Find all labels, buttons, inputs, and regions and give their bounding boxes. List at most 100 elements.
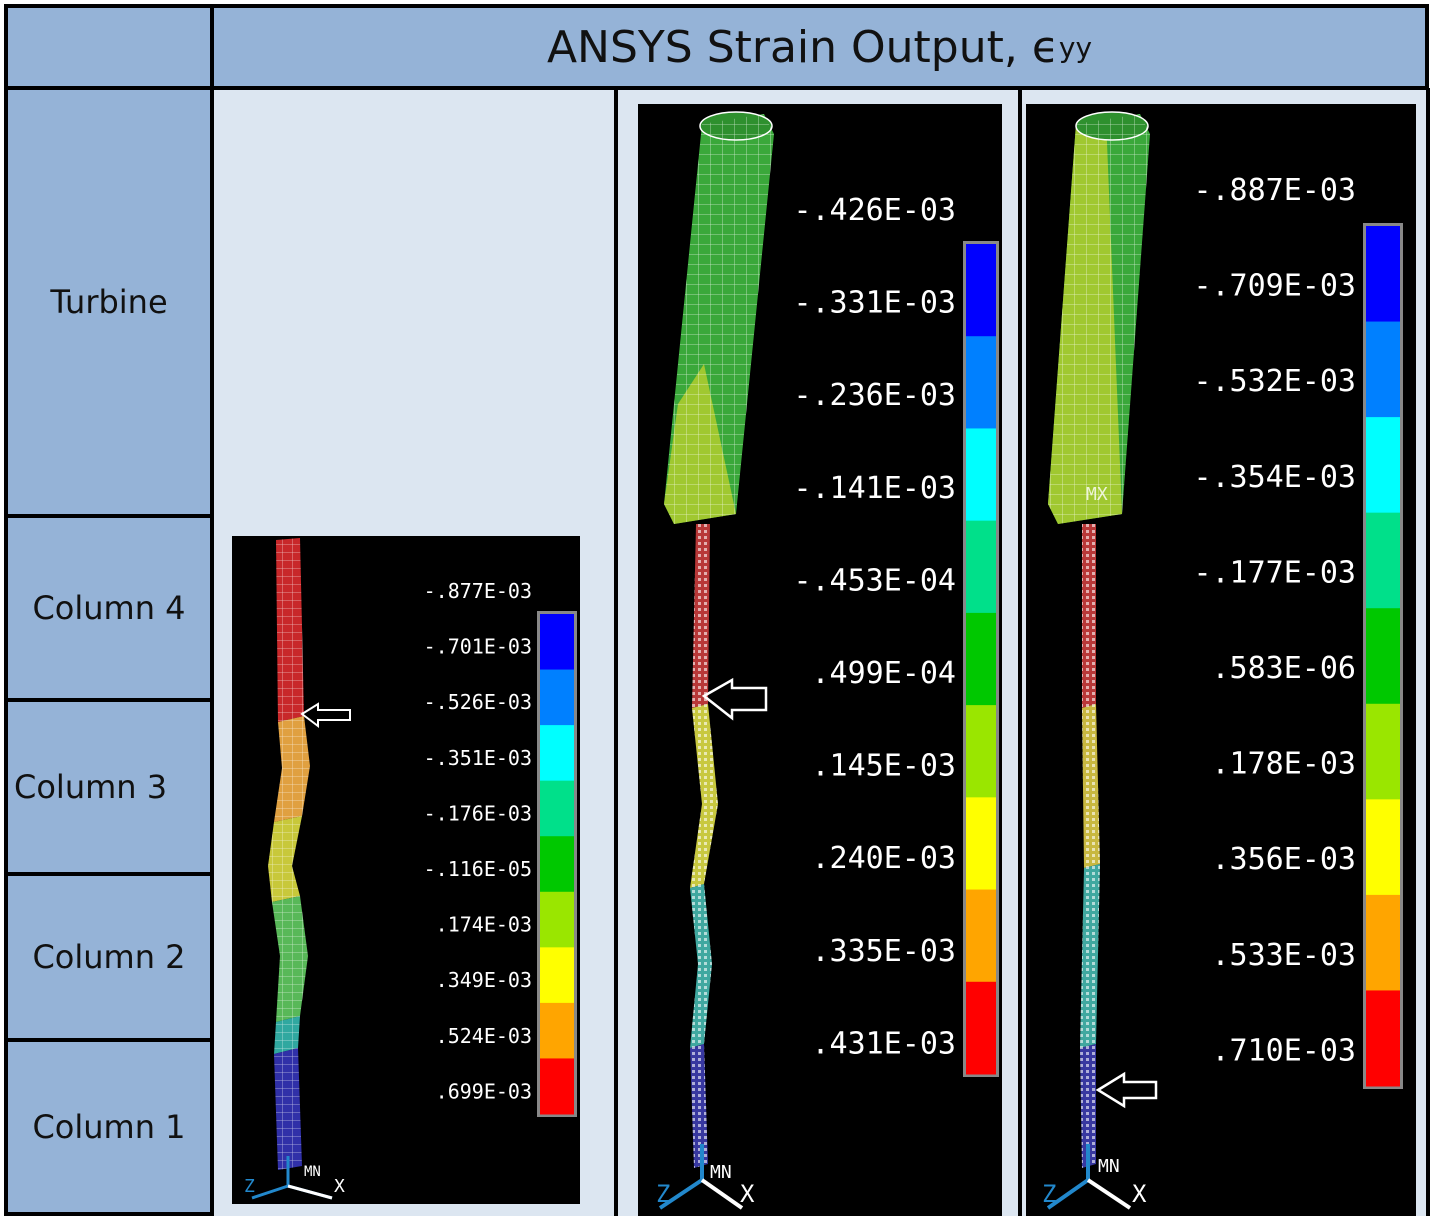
legend-value-label: .583E-06 (1212, 651, 1357, 686)
legend-value-label: .499E-04 (812, 656, 957, 691)
legend-value-label: -.236E-03 (793, 378, 956, 413)
triad-axis-icon (1086, 1178, 1132, 1210)
legend-swatch (1366, 417, 1400, 514)
triad-x-label: X (740, 1180, 755, 1208)
legend-value-label: -.532E-03 (1193, 364, 1356, 399)
column-mesh (268, 538, 310, 1170)
strain-plot-3-svg: MX -.887E-03-.709E-03-.532E-03-.354E-03-… (1042, 111, 1403, 1210)
legend-swatch (966, 889, 996, 983)
legend-swatch (966, 428, 996, 522)
strain-plot-2: -.426E-03 -.331E-03 -.236E-03 -.141E-03 -.45… (638, 104, 1002, 1216)
legend-swatch (540, 947, 574, 1004)
legend-value-label: -.709E-03 (1193, 269, 1356, 304)
strain-plot-3: MX -.887E-03 -.709E-03 -.532E-03 -.354E-03-… (1026, 104, 1416, 1216)
arrow-icon (701, 677, 768, 721)
row-label-column-1: Column 1 (4, 1038, 214, 1216)
legend-swatch (540, 1058, 574, 1115)
legend-value-label: -.453E-04 (793, 563, 956, 598)
column-mesh (690, 524, 718, 1168)
legend-swatch (1366, 894, 1400, 991)
row-label-column-4: Column 4 (4, 514, 214, 702)
legend-value-label: -.331E-03 (793, 286, 956, 321)
legend-value-label: .524E-03 (436, 1024, 532, 1048)
row-label-text: Column 2 (32, 938, 186, 976)
legend-value-label: .356E-03 (1212, 842, 1357, 877)
column-mesh (1080, 524, 1100, 1168)
row-label-text: Column 4 (32, 589, 186, 627)
legend-swatch (540, 1002, 574, 1059)
legend-swatch (1366, 990, 1400, 1087)
legend-swatch (1366, 512, 1400, 609)
title-subscript: yy (1058, 30, 1093, 64)
legend-color-bar (537, 611, 577, 1117)
legend-value-label: .335E-03 (812, 934, 957, 969)
legend-value-label: -.887E-03 (1193, 173, 1356, 208)
legend-swatch (1366, 608, 1400, 705)
legend-swatch (540, 780, 574, 837)
turbine-mesh (1048, 114, 1150, 524)
legend-swatch (966, 336, 996, 429)
legend-value-label: -.426E-03 (793, 193, 956, 228)
legend-labels: -.426E-03 -.331E-03 -.236E-03 -.141E-03 -.45… (793, 193, 956, 1061)
triad-x-label: X (334, 1176, 345, 1197)
turbine-mesh (664, 114, 774, 524)
legend-value-label: .349E-03 (436, 968, 532, 992)
legend-swatch (966, 520, 996, 614)
legend-swatch (966, 244, 996, 337)
triad-z-label: Z (244, 1176, 255, 1197)
row-label-text: Column 3 (14, 768, 168, 806)
legend-value-label: .174E-03 (436, 913, 532, 937)
legend-labels: -.887E-03 -.709E-03 -.532E-03 -.354E-03 -.17… (1193, 173, 1356, 1068)
header-corner (4, 4, 214, 90)
triad-x-label: X (1132, 1180, 1147, 1208)
legend-swatch (966, 797, 996, 891)
triad-mn-label: MN (710, 1162, 732, 1183)
triad-mn-label: MN (304, 1164, 321, 1180)
legend-value-label: -.526E-03 (424, 690, 532, 714)
arrow-icon (1095, 1071, 1158, 1109)
legend-value-label: -.354E-03 (1193, 460, 1356, 495)
row-label-column-3: Column 3 (4, 698, 214, 876)
triad-axis-icon (700, 1178, 744, 1210)
legend-value-label: .699E-03 (436, 1079, 532, 1103)
row-label-turbine: Turbine (4, 86, 214, 518)
legend-swatch (1366, 799, 1400, 896)
legend-swatch (1366, 226, 1400, 323)
triad-axis-icon (287, 1184, 333, 1200)
triad-z-label: Z (1042, 1180, 1056, 1208)
legend-swatch (540, 669, 574, 726)
legend-value-label: -.701E-03 (424, 635, 532, 659)
legend-swatch (1366, 703, 1400, 800)
right-border (1426, 88, 1430, 1216)
legend-swatch (966, 705, 996, 798)
triad-axis-icon (1046, 1144, 1090, 1210)
row-label-text: Column 1 (32, 1108, 186, 1146)
arrow-icon (300, 702, 351, 728)
legend-swatch (540, 725, 574, 782)
legend-value-label: -.351E-03 (424, 746, 532, 770)
strain-plot-1: -.877E-03 -.701E-03 -.526E-03 -.351E-03 -.17… (232, 536, 580, 1204)
legend-value-label: .710E-03 (1212, 1033, 1357, 1068)
column-divider (1018, 88, 1022, 1216)
strain-plot-2-svg: -.426E-03 -.331E-03 -.236E-03 -.141E-03 -.45… (656, 111, 999, 1210)
legend-swatch (540, 891, 574, 948)
legend-value-label: -.116E-05 (424, 857, 532, 881)
triad-mx-label: MX (1086, 484, 1108, 505)
legend-swatch (966, 981, 996, 1075)
legend-swatch (540, 614, 574, 671)
row-label-column-2: Column 2 (4, 872, 214, 1042)
legend-value-label: -.177E-03 (1193, 555, 1356, 590)
legend-value-label: .240E-03 (812, 841, 957, 876)
legend-color-bar (963, 241, 999, 1077)
title-main: ANSYS Strain Output, ϵ (546, 21, 1059, 73)
legend-value-label: .178E-03 (1212, 747, 1357, 782)
table-title: ANSYS Strain Output, ϵ yy (210, 4, 1429, 90)
legend-swatch (540, 836, 574, 893)
row-label-text: Turbine (50, 283, 168, 321)
legend-value-label: .431E-03 (812, 1026, 957, 1061)
legend-swatch (966, 612, 996, 706)
legend-value-label: -.141E-03 (793, 471, 956, 506)
triad-z-label: Z (656, 1180, 670, 1208)
legend-value-label: -.176E-03 (424, 801, 532, 825)
triad-mn-label: MN (1098, 1156, 1120, 1177)
